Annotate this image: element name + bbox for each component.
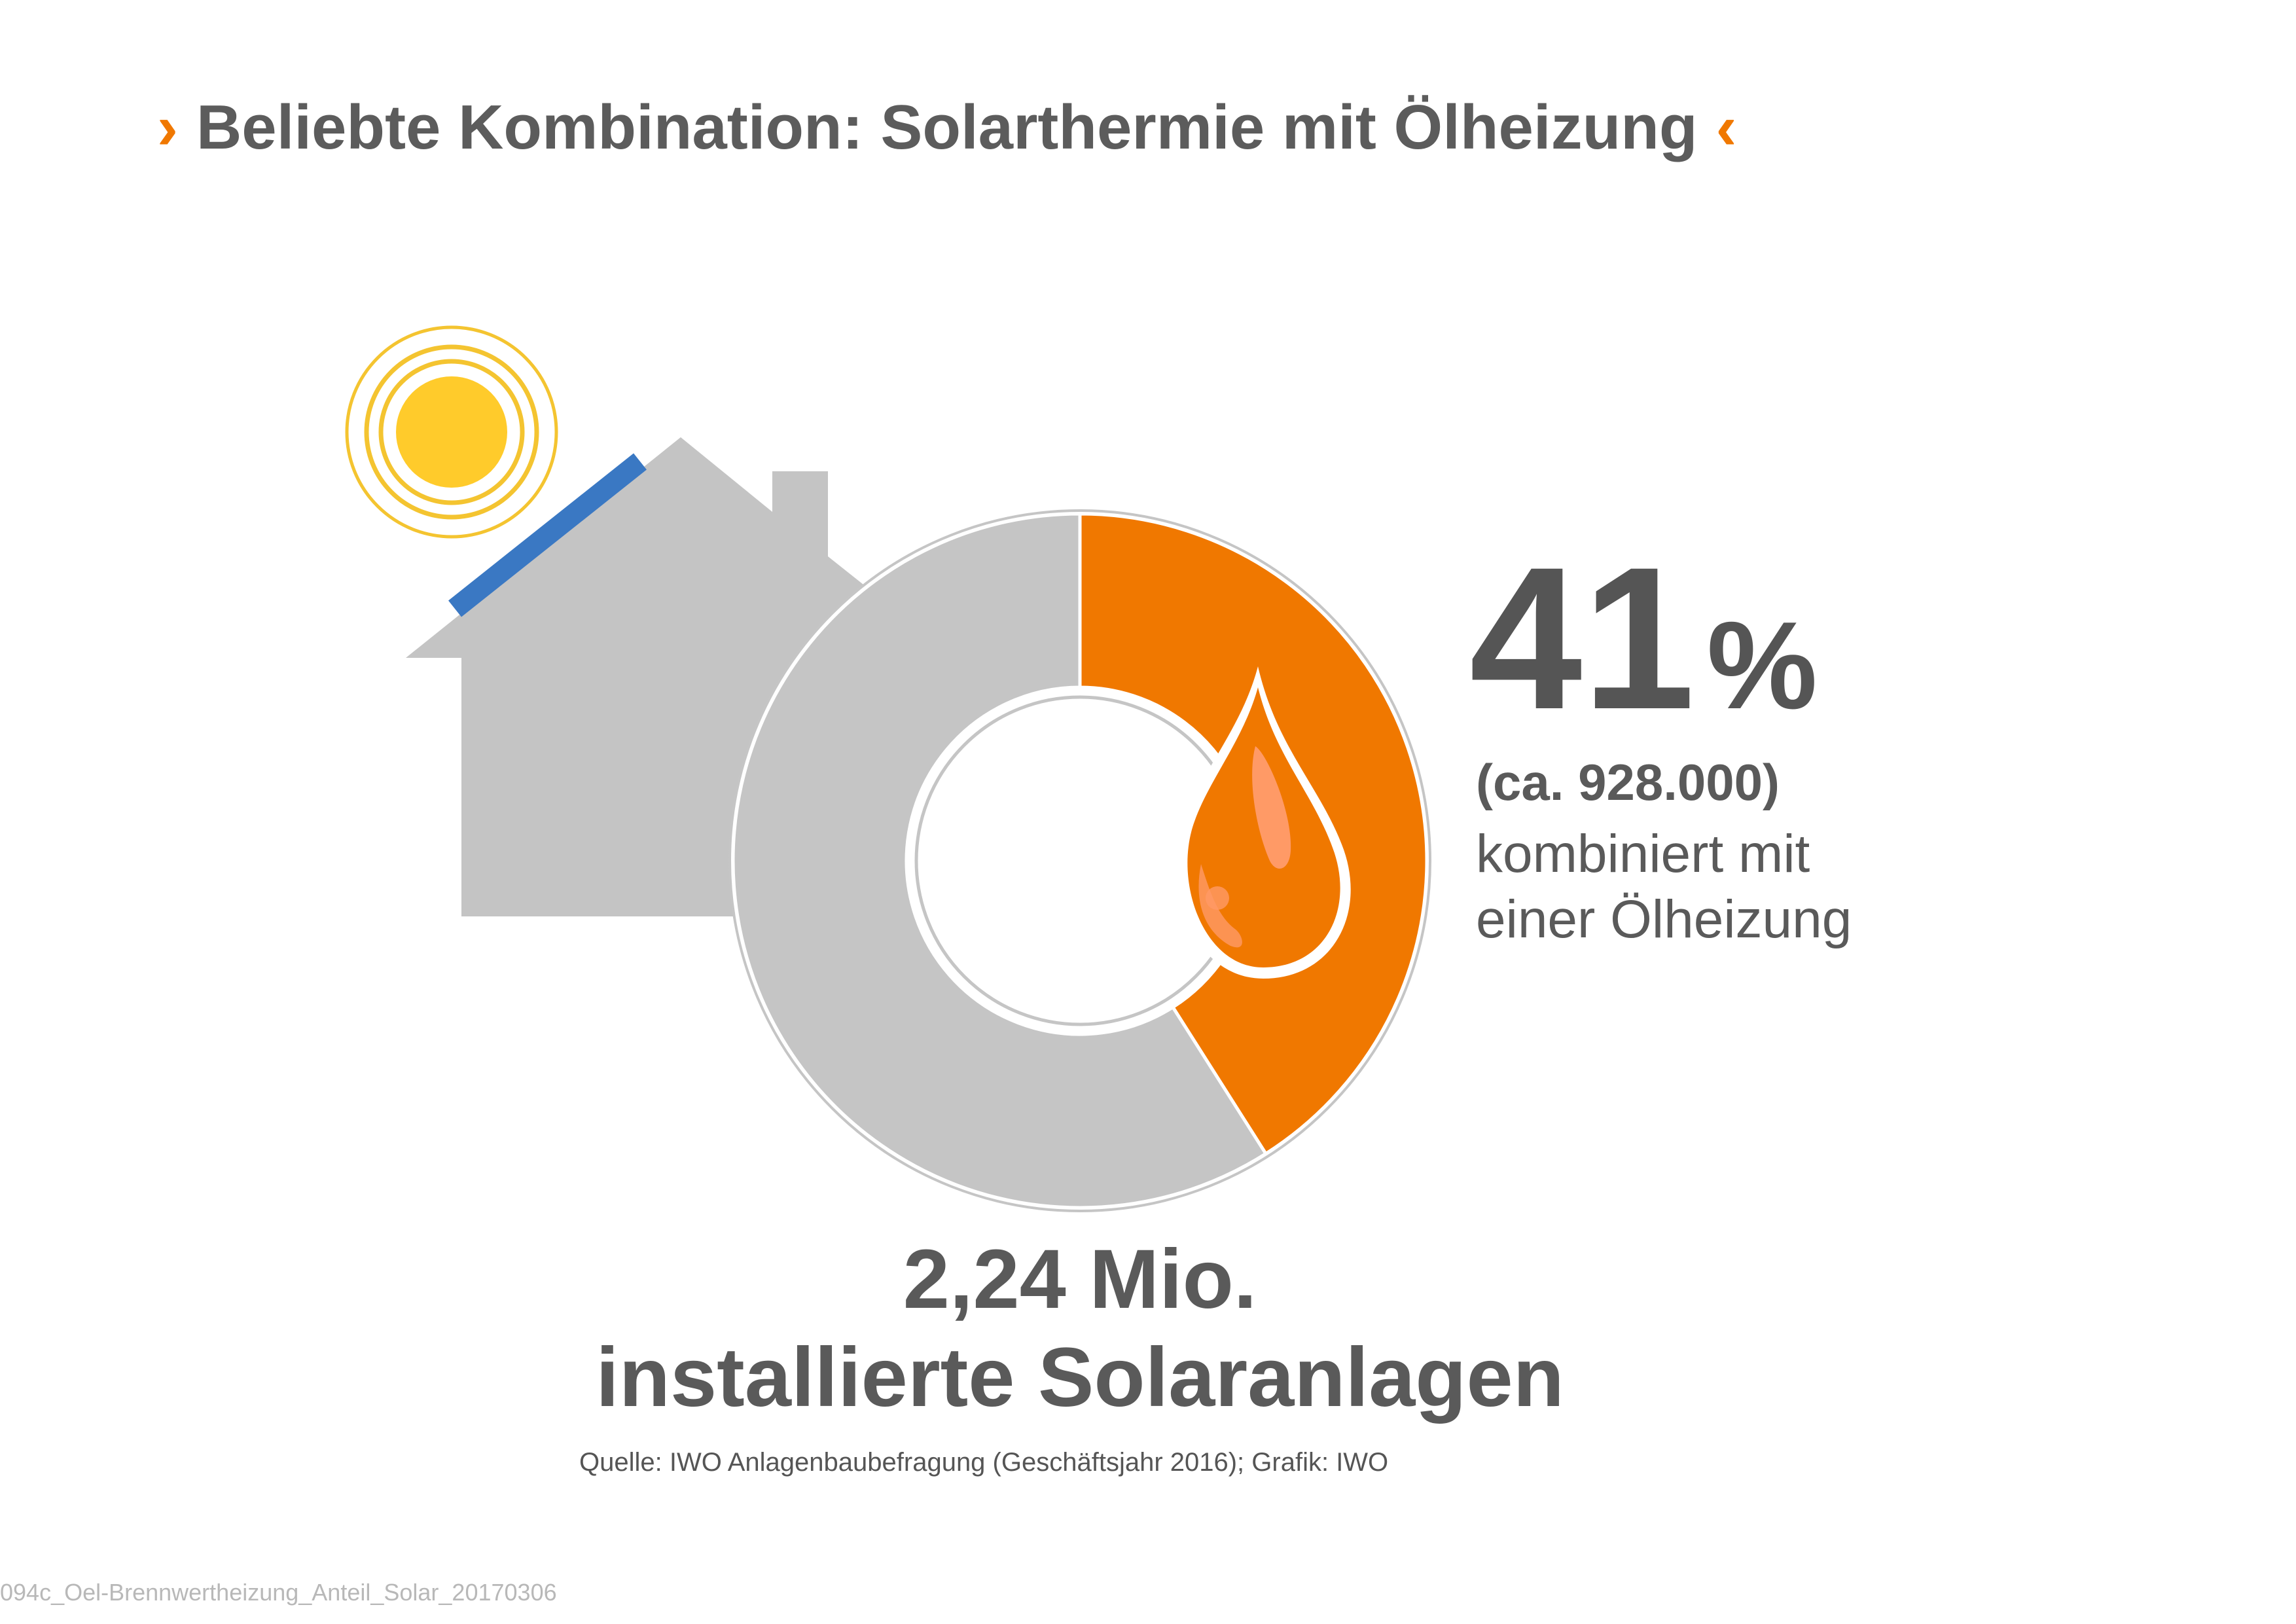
percent-value: 41% (1469, 537, 1818, 740)
chevron-right-icon: › (157, 92, 178, 162)
total-label: 2,24 Mio. installierte Solaranlagen (576, 1231, 1584, 1427)
sun-icon (345, 325, 558, 539)
percent-symbol: % (1706, 596, 1818, 735)
solar-panel-icon (448, 453, 647, 617)
footer-filename: 094c_Oel-Brennwertheizung_Anteil_Solar_2… (0, 1579, 557, 1606)
oil-drop-icon (1175, 666, 1351, 979)
title-text: Beliebte Kombination: Solarthermie mit Ö… (196, 92, 1698, 162)
percent-number: 41 (1469, 524, 1695, 751)
page-title: › Beliebte Kombination: Solarthermie mit… (157, 92, 1736, 164)
source-note: Quelle: IWO Anlagenbaubefragung (Geschäf… (579, 1448, 1389, 1477)
description: kombiniert mit einer Ölheizung (1476, 821, 1852, 952)
description-line-1: kombiniert mit (1476, 824, 1810, 884)
total-line-2: installierte Solaranlagen (596, 1331, 1564, 1424)
count-label: (ca. 928.000) (1476, 753, 1780, 811)
total-line-1: 2,24 Mio. (903, 1233, 1257, 1326)
chevron-left-icon: ‹ (1715, 92, 1737, 162)
donut-inner-ring (906, 687, 1253, 1034)
description-line-2: einer Ölheizung (1476, 890, 1852, 949)
